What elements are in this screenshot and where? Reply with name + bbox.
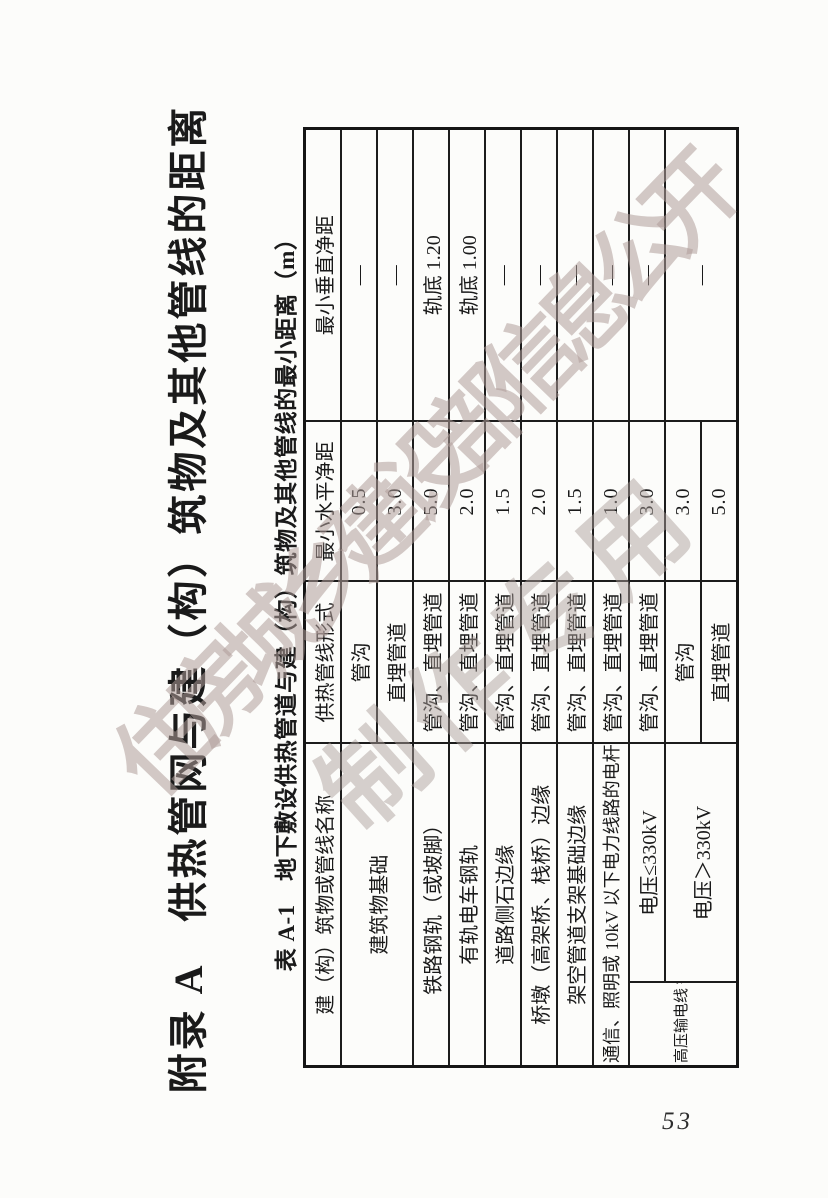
table-row: 通信、照明或 10kV 以下电力线路的电杆 管沟、直埋管道 1.0 —	[593, 128, 629, 1067]
cell-form: 管沟、直埋管道	[521, 581, 557, 744]
table-row: 架空管道支架基础边缘 管沟、直埋管道 1.5 —	[557, 128, 593, 1067]
table-row: 铁路钢轨（或坡脚） 管沟、直埋管道 5.0 轨底 1.20	[413, 128, 449, 1067]
header-name: 建（构）筑物或管线名称	[304, 743, 341, 1067]
cell-form: 直埋管道	[377, 581, 413, 744]
cell-horizontal: 2.0	[449, 421, 485, 582]
table-row: 桥墩（高架桥、栈桥）边缘 管沟、直埋管道 2.0 —	[521, 128, 557, 1067]
cell-vertical: —	[593, 128, 629, 422]
cell-horizontal: 3.0	[629, 421, 665, 582]
cell-name: 电压＞330kV	[665, 743, 738, 983]
cell-vertical: 轨底 1.20	[413, 128, 449, 422]
cell-name: 道路侧石边缘	[485, 743, 521, 1067]
cell-form: 管沟、直埋管道	[557, 581, 593, 744]
cell-horizontal: 2.0	[521, 421, 557, 582]
cell-form: 管沟	[665, 581, 701, 744]
cell-vertical: —	[629, 128, 665, 422]
cell-form: 管沟、直埋管道	[413, 581, 449, 744]
cell-horizontal: 5.0	[413, 421, 449, 582]
cell-name: 铁路钢轨（或坡脚）	[413, 743, 449, 1067]
cell-name: 建筑物基础	[341, 743, 413, 1067]
cell-vertical: —	[665, 128, 738, 422]
cell-horizontal: 0.5	[341, 421, 377, 582]
cell-vertical: —	[521, 128, 557, 422]
cell-name: 架空管道支架基础边缘	[557, 743, 593, 1067]
table-row: 电压＞330kV 管沟 3.0 —	[665, 128, 738, 1067]
cell-name: 通信、照明或 10kV 以下电力线路的电杆	[593, 743, 629, 1067]
cell-vertical: —	[557, 128, 593, 422]
cell-vertical: —	[377, 128, 413, 422]
table-caption: 表 A-1 地下敷设供热管道与建（构）筑物及其他管线的最小距离（m）	[274, 226, 299, 972]
header-horizontal: 最小水平净距	[304, 421, 341, 582]
header-form: 供热管线形式	[304, 581, 341, 744]
cell-name: 电压≤330kV	[629, 743, 665, 983]
cell-horizontal: 5.0	[701, 421, 738, 582]
table-row: 道路侧石边缘 管沟、直埋管道 1.5 —	[485, 128, 521, 1067]
cell-form: 管沟、直埋管道	[629, 581, 665, 744]
table-row: 高压输电线 铁塔基础 边缘 电压≤330kV 管沟、直埋管道 3.0 —	[629, 128, 738, 1067]
cell-name: 桥墩（高架桥、栈桥）边缘	[521, 743, 557, 1067]
cell-form: 管沟、直埋管道	[449, 581, 485, 744]
cell-horizontal: 1.5	[557, 421, 593, 582]
table-row: 建筑物基础 管沟 0.5 —	[341, 128, 413, 1067]
cell-group-label: 高压输电线 铁塔基础 边缘	[629, 982, 738, 1067]
cell-form: 管沟	[341, 581, 377, 744]
cell-vertical: 轨底 1.00	[449, 128, 485, 422]
cell-form: 管沟、直埋管道	[485, 581, 521, 744]
cell-horizontal: 3.0	[377, 421, 413, 582]
cell-horizontal: 3.0	[665, 421, 701, 582]
header-vertical: 最小垂直净距	[304, 128, 341, 422]
table-row-header: 建（构）筑物或管线名称 供热管线形式 最小水平净距 最小垂直净距	[304, 128, 341, 1067]
cell-horizontal: 1.0	[593, 421, 629, 582]
cell-vertical: —	[485, 128, 521, 422]
cell-form: 管沟、直埋管道	[593, 581, 629, 744]
table-row: 有轨电车钢轨 管沟、直埋管道 2.0 轨底 1.00	[449, 128, 485, 1067]
appendix-title: 附录 A 供热管网与建（构）筑物及其他管线的距离	[166, 104, 211, 1094]
page-number: 53	[662, 1108, 693, 1135]
cell-name: 有轨电车钢轨	[449, 743, 485, 1067]
cell-horizontal: 1.5	[485, 421, 521, 582]
cell-vertical: —	[341, 128, 377, 422]
distance-table: 建（构）筑物或管线名称 供热管线形式 最小水平净距 最小垂直净距 建筑物基础 管…	[303, 127, 739, 1068]
cell-form: 直埋管道	[701, 581, 738, 744]
